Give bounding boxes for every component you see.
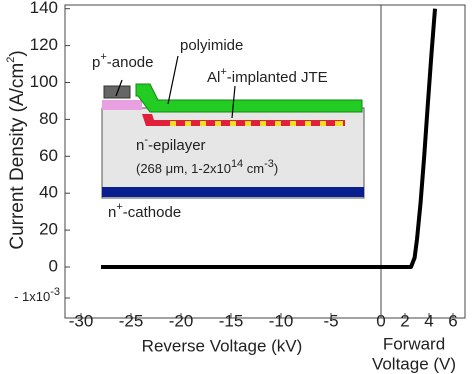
x-tick-label: 2	[400, 311, 409, 330]
y-tick-label: 0	[49, 256, 58, 275]
epilayer-label: n--epilayer	[136, 134, 206, 154]
y-tick-label: 140	[30, 0, 58, 17]
x-tick-label: -15	[219, 311, 244, 330]
x-tick-label: 6	[448, 311, 457, 330]
y-tick-label: 60	[39, 146, 58, 165]
x-tick-label: 4	[424, 311, 433, 330]
polyimide-layer	[135, 83, 363, 113]
anode-label: p+-anode	[92, 51, 154, 71]
x-axis-title: Voltage (V)	[372, 354, 456, 373]
x-tick-label: -30	[69, 311, 94, 330]
polyimide-pointer	[167, 55, 179, 105]
x-tick-label: -20	[169, 311, 194, 330]
y-tick-label: 80	[39, 109, 58, 128]
plot-frame	[64, 4, 466, 319]
x-axis-title: Reverse Voltage (kV)	[142, 336, 303, 355]
data-line	[381, 8, 437, 269]
x-axis-title: Forward	[383, 334, 445, 353]
cathode-layer	[102, 187, 364, 197]
y-tick-label: 40	[39, 183, 58, 202]
p-layer	[102, 100, 142, 110]
y-tick-label: - 1x10-3	[14, 286, 60, 305]
x-tick-label: -10	[269, 311, 294, 330]
x-tick-label: 0	[376, 311, 385, 330]
y-axis-title: Current Density (A/cm2)	[5, 50, 28, 249]
x-tick-label: -5	[323, 311, 338, 330]
polyimide-label: polyimide	[180, 37, 243, 54]
epilayer-spec: (268 μm, 1-2x1014 cm-3)	[136, 158, 278, 177]
device-diagram: p+-anode polyimide Al+-implanted JTE n--…	[92, 37, 365, 221]
jte-label: Al+-implanted JTE	[207, 66, 328, 86]
y-tick-label: 20	[39, 220, 58, 239]
y-tick-label: 100	[30, 72, 58, 91]
cathode-label: n+-cathode	[108, 201, 181, 221]
x-tick-label: -25	[119, 311, 144, 330]
anode-pointer	[115, 79, 123, 97]
jte-pointer	[231, 85, 236, 119]
jte-rings	[170, 121, 343, 126]
y-tick-label: 120	[30, 35, 58, 54]
